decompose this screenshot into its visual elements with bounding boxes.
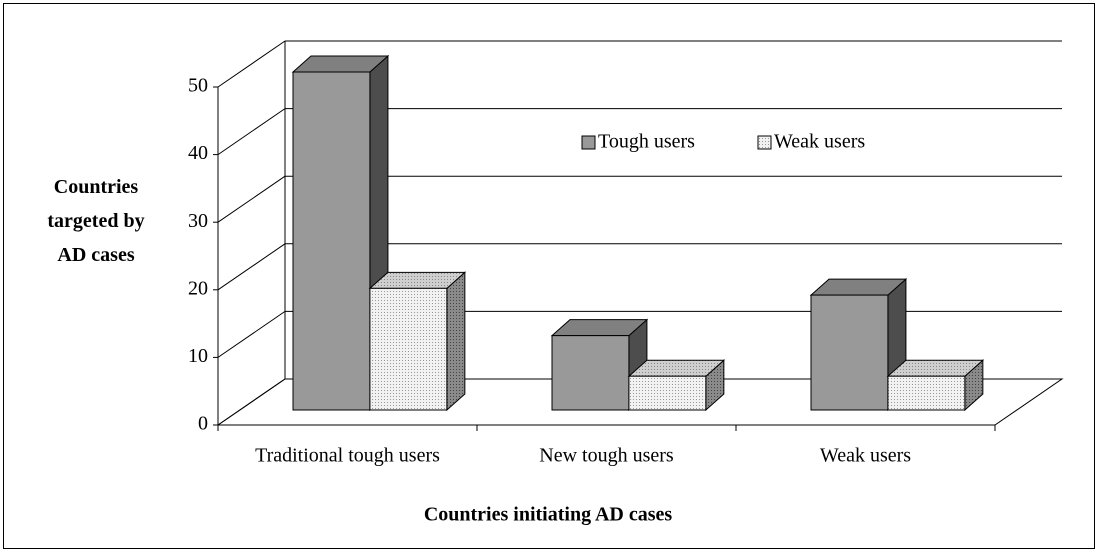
- bar: [551, 335, 630, 411]
- grid-line: [217, 175, 286, 223]
- y-tick-label: 40: [188, 142, 208, 164]
- grid-line: [217, 378, 286, 426]
- bar: [369, 287, 448, 411]
- x-axis-title: Countries initiating AD cases: [424, 504, 673, 526]
- bar: [887, 375, 966, 411]
- y-tick-label: 0: [198, 413, 208, 435]
- legend-swatch: [757, 135, 772, 150]
- y-tick-label: 10: [188, 345, 208, 367]
- grid-line: [217, 108, 286, 156]
- x-tick-label: New tough users: [539, 445, 674, 467]
- grid-line: [217, 243, 286, 291]
- grid-line: [217, 40, 286, 88]
- y-axis-title: Countries targeted by AD cases: [47, 176, 145, 266]
- x-tick-label: Weak users: [820, 445, 911, 467]
- frame: [3, 3, 1095, 549]
- bar: [292, 71, 371, 411]
- y-tick-label: 30: [188, 210, 208, 232]
- grid-line: [217, 310, 286, 358]
- x-tick-label: Traditional tough users: [255, 445, 440, 467]
- bar: [810, 294, 889, 411]
- y-tick-label: 20: [188, 277, 208, 299]
- legend-swatch: [581, 135, 596, 150]
- y-tick-label: 50: [188, 75, 208, 97]
- bar: [628, 375, 707, 411]
- legend-label: Tough users: [598, 131, 695, 153]
- legend-label: Weak users: [774, 131, 865, 153]
- bar-side: [446, 271, 466, 412]
